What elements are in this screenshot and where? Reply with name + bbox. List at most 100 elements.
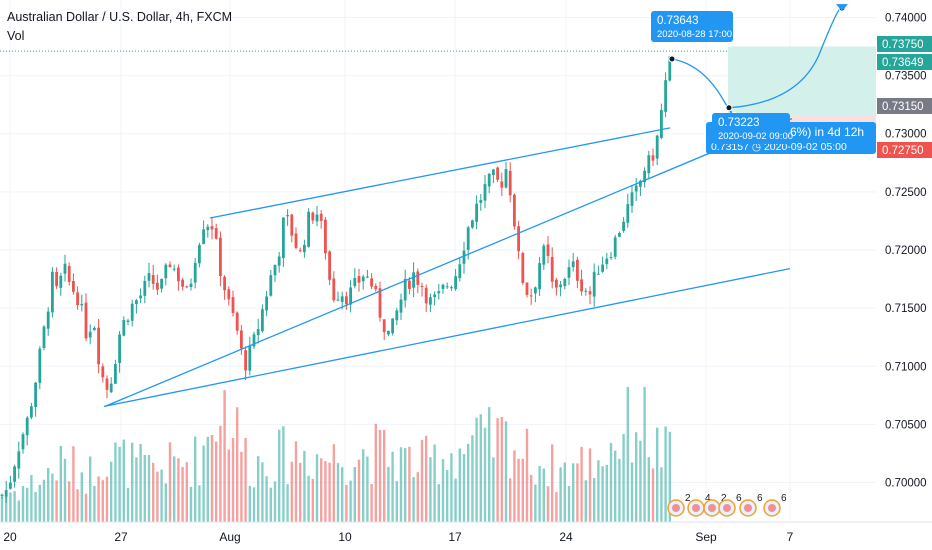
volume-bar — [210, 435, 214, 522]
time-axis[interactable]: 20 27 Aug 10 17 24 Sep 7 — [0, 521, 932, 550]
volume-bar — [160, 469, 163, 522]
volume-bar — [76, 489, 79, 522]
volume-bar — [68, 481, 71, 522]
candle-body — [189, 283, 193, 288]
volume-bar — [383, 429, 386, 522]
volume-bar — [278, 429, 281, 522]
volume-bar — [21, 486, 25, 522]
candle-body — [130, 303, 134, 321]
candle-body — [265, 296, 268, 311]
event-icon-0[interactable]: 2 — [667, 493, 691, 517]
event-icon-4[interactable]: 6 — [739, 493, 763, 517]
volume-bar — [593, 478, 596, 522]
channel-line-1[interactable] — [209, 127, 671, 219]
candle-body — [151, 275, 155, 284]
candle-body — [139, 295, 142, 299]
channel-line-2[interactable] — [103, 267, 791, 408]
volume-bar — [248, 485, 251, 522]
volume-bar — [13, 491, 16, 522]
candle-body — [21, 434, 25, 450]
channel-drawings[interactable] — [103, 4, 848, 408]
volume-bar — [303, 450, 306, 522]
candle-body — [328, 251, 331, 280]
path-point-0[interactable] — [668, 55, 676, 63]
target-zone[interactable] — [728, 46, 876, 117]
volume-bar — [315, 454, 319, 522]
candle-body — [651, 155, 655, 161]
volume-bar — [630, 462, 634, 522]
price-label-target[interactable]: 0.73750 — [877, 36, 932, 52]
volume-bar — [475, 417, 478, 522]
candle-body — [97, 327, 100, 365]
volume-bar — [332, 444, 335, 522]
path-point-1[interactable] — [725, 104, 733, 112]
volume-bar — [286, 484, 289, 522]
candle-body — [84, 302, 88, 339]
candle-body — [521, 253, 525, 283]
volume-bar — [177, 458, 180, 522]
volume-bar — [517, 458, 520, 522]
candle-body — [135, 300, 138, 305]
volume-bar — [555, 492, 558, 522]
candle-body — [198, 244, 201, 264]
volume-bar — [122, 439, 125, 522]
candle-body — [109, 383, 113, 393]
volume-bar — [38, 484, 41, 522]
candle-body — [550, 257, 554, 282]
candle-body — [412, 272, 415, 288]
flag-icon-core — [672, 504, 680, 512]
time-tick-label: 7 — [787, 530, 794, 544]
volume-bar — [362, 449, 365, 522]
callout-note: 6%) in 4d 12h — [790, 125, 864, 139]
event-icon-2[interactable]: 2 — [703, 493, 727, 517]
price-label-last[interactable]: 0.73649 — [877, 54, 932, 70]
candle-body — [626, 204, 630, 223]
candle-body — [319, 213, 323, 221]
candle-body — [382, 319, 386, 333]
channel-line-0[interactable] — [104, 118, 793, 407]
event-icon-5[interactable]: 6 — [763, 493, 787, 517]
candle-body — [517, 226, 520, 252]
candle-body — [609, 256, 613, 258]
candle-body — [605, 258, 609, 265]
volume-bar — [223, 390, 226, 522]
time-tick-label: 17 — [448, 530, 462, 544]
volume-bar — [618, 458, 621, 522]
event-icon-3[interactable]: 6 — [718, 493, 742, 517]
volume-bar — [609, 442, 613, 522]
volume-bar — [412, 477, 415, 522]
candle-body — [580, 279, 583, 292]
time-axis-bg — [0, 522, 932, 550]
event-count: 2 — [685, 493, 691, 504]
volume-bar — [416, 472, 419, 522]
volume-bar — [299, 462, 302, 522]
event-count: 2 — [721, 493, 727, 504]
volume-bar — [597, 460, 600, 522]
event-count: 4 — [705, 493, 711, 504]
volume-bar — [567, 485, 571, 522]
volume-bar — [542, 468, 545, 522]
price-axis[interactable]: 0.74000 0.73500 0.73000 0.72500 0.72000 0.715… — [876, 0, 932, 550]
price-label-entry[interactable]: 0.73150 — [877, 98, 932, 114]
candle-body — [336, 299, 340, 301]
candle-body — [210, 226, 214, 230]
event-icon-1[interactable]: 4 — [687, 493, 711, 517]
candle-body — [353, 277, 357, 287]
candle-body — [513, 194, 516, 227]
volume-bar — [30, 475, 33, 522]
candle-body — [126, 320, 130, 322]
candle-body — [55, 271, 58, 287]
candle-body — [0, 494, 4, 497]
volume-indicator-label[interactable]: Vol — [7, 29, 25, 43]
volume-bar — [9, 492, 12, 522]
candle-body — [51, 271, 54, 313]
price-label-text: 0.72750 — [882, 145, 924, 157]
volume-bar — [462, 454, 466, 522]
volume-bar — [89, 456, 92, 522]
volume-bar — [147, 455, 151, 522]
volume-bar — [72, 446, 75, 522]
price-label-stop[interactable]: 0.72750 — [877, 142, 932, 158]
volume-bar — [572, 463, 575, 522]
